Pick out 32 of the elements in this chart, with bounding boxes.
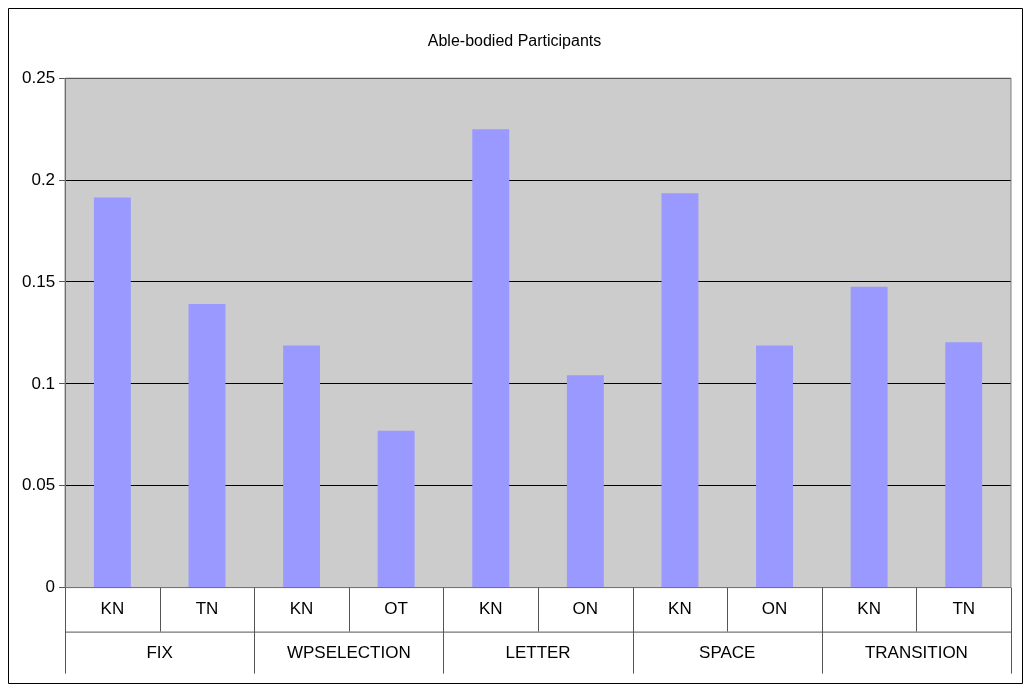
x-tick-label: KN bbox=[668, 599, 692, 619]
bar bbox=[283, 345, 321, 588]
x-tick-label: KN bbox=[100, 599, 125, 619]
x-tick-label: OT bbox=[384, 599, 408, 619]
text: SPACE bbox=[699, 643, 756, 663]
x-tick-label: TN bbox=[952, 599, 976, 619]
y-tick-label: 0 bbox=[45, 577, 56, 597]
y-tick-label: 0.05 bbox=[21, 475, 56, 495]
x-tick-label: KN bbox=[289, 599, 314, 619]
text: WPSELECTION bbox=[286, 643, 411, 663]
x-tick-label: ON bbox=[572, 599, 599, 619]
text: TRANSITION bbox=[864, 643, 968, 663]
x-tick-label: KN bbox=[857, 599, 881, 619]
bar bbox=[93, 197, 131, 588]
x-tick-label: ON bbox=[761, 599, 788, 619]
bar bbox=[377, 430, 415, 588]
bar bbox=[756, 345, 793, 588]
x-tick-label: TN bbox=[195, 599, 219, 619]
bar bbox=[850, 286, 888, 588]
bar bbox=[188, 303, 226, 588]
text: FIX bbox=[146, 643, 173, 663]
bar bbox=[566, 375, 604, 588]
y-tick-label: 0.1 bbox=[31, 373, 56, 393]
chart-title: Able-bodied Participants bbox=[427, 32, 602, 50]
bar bbox=[472, 129, 510, 588]
bar bbox=[661, 193, 699, 588]
x-tick-label: KN bbox=[478, 599, 503, 619]
text: LETTER bbox=[505, 643, 571, 663]
y-tick-label: 0.15 bbox=[21, 271, 56, 291]
bar bbox=[945, 342, 983, 588]
y-tick-label: 0.2 bbox=[31, 169, 56, 189]
y-tick-label: 0.25 bbox=[21, 67, 56, 87]
